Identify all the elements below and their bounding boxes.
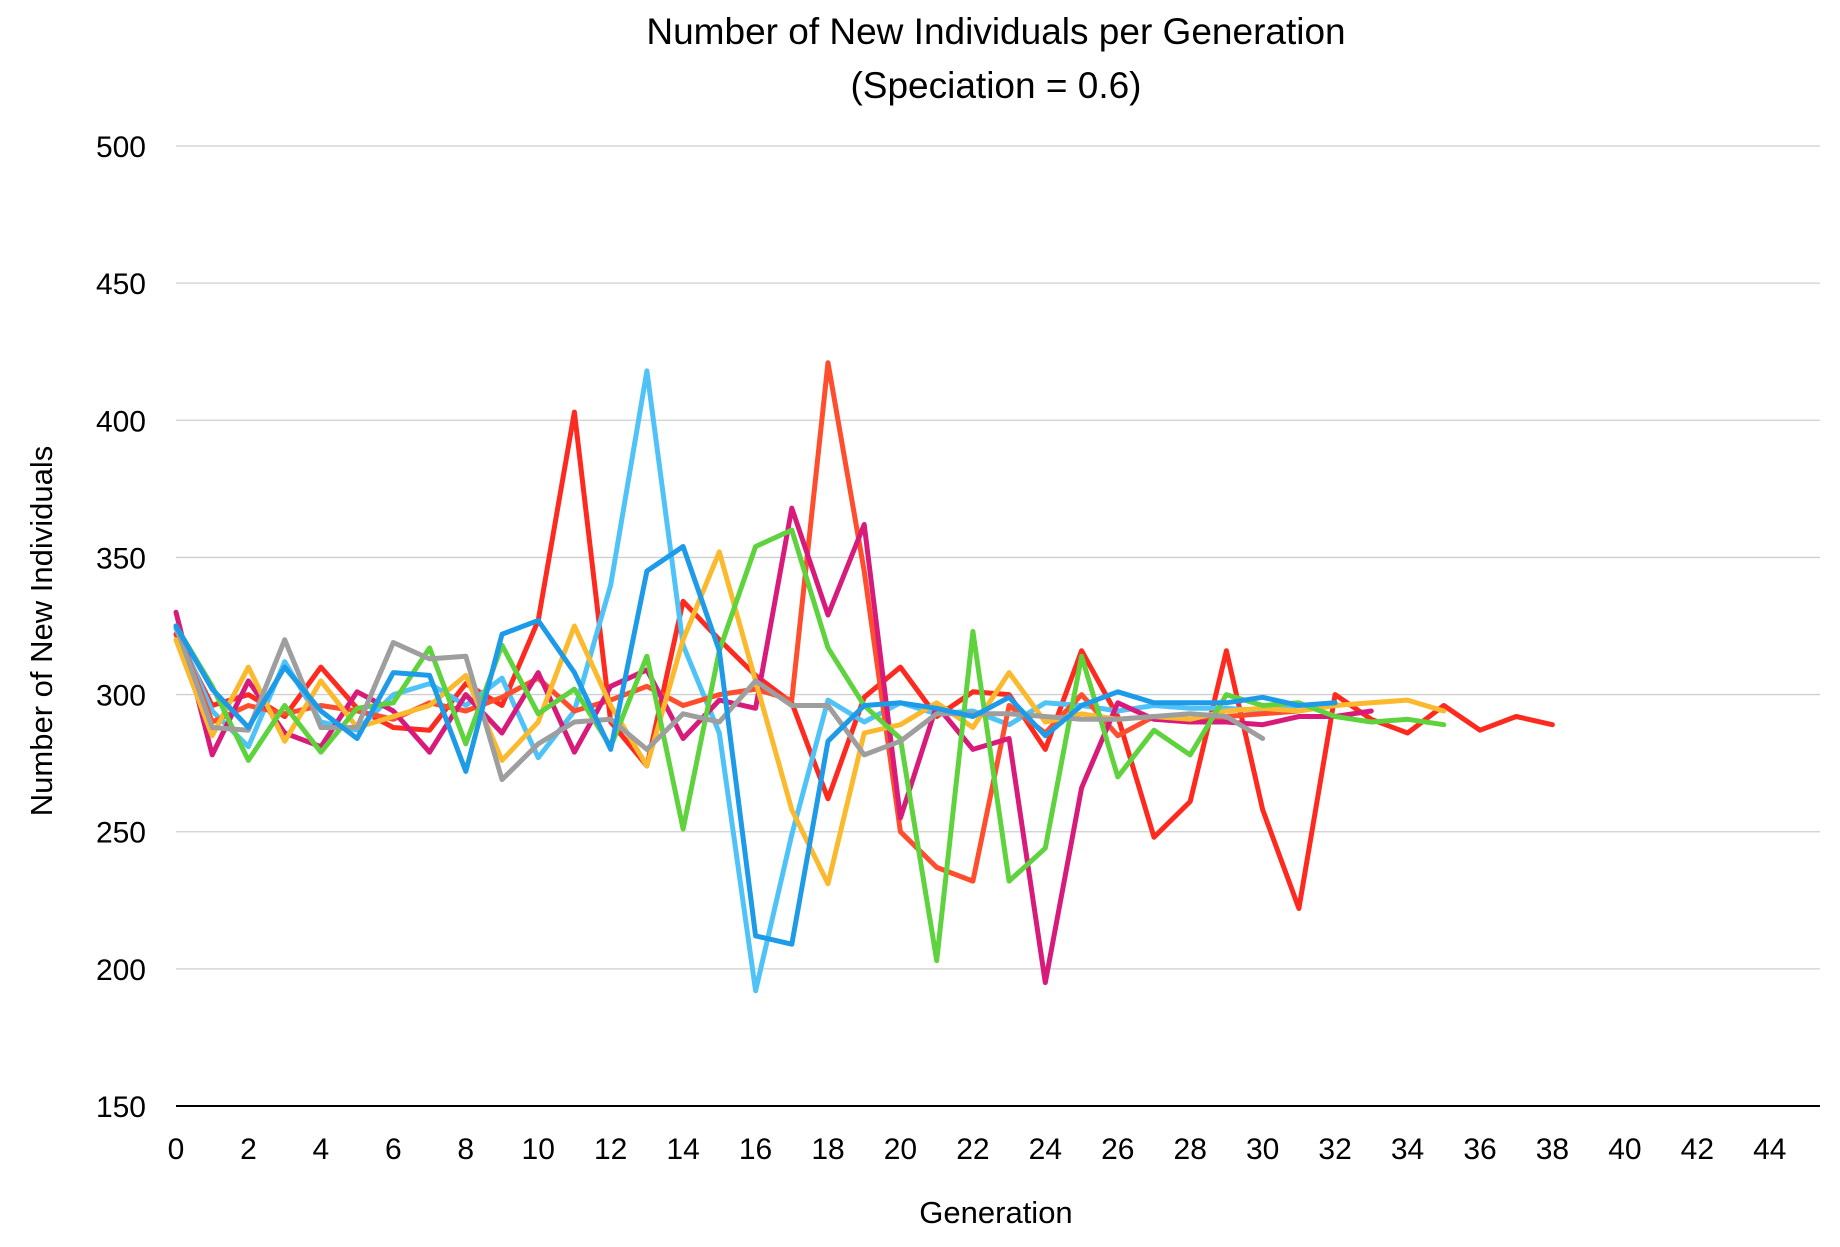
y-tick-label: 300 [96, 680, 146, 713]
x-tick-label: 8 [457, 1133, 474, 1166]
x-tick-label: 34 [1391, 1133, 1424, 1166]
x-axis-ticks: 0 2 4 6 8 10 12 14 16 18 20 22 24 26 28 30 32 34 36 38 40 42 4… [168, 1133, 1787, 1166]
x-tick-label: 44 [1753, 1133, 1786, 1166]
series-line-8 [173, 544, 1338, 947]
x-tick-label: 24 [1029, 1133, 1062, 1166]
x-tick-label: 38 [1536, 1133, 1569, 1166]
series-line-2 [173, 368, 1302, 994]
y-axis-label: Number of New Individuals [24, 446, 59, 816]
x-tick-label: 42 [1681, 1133, 1714, 1166]
y-tick-label: 350 [96, 542, 146, 575]
x-tick-label: 2 [240, 1133, 257, 1166]
x-tick-label: 18 [811, 1133, 844, 1166]
y-tick-label: 500 [96, 131, 146, 164]
x-tick-label: 12 [594, 1133, 627, 1166]
y-tick-label: 200 [96, 954, 146, 987]
x-tick-label: 36 [1463, 1133, 1496, 1166]
x-tick-label: 0 [168, 1133, 185, 1166]
x-tick-label: 40 [1608, 1133, 1641, 1166]
grid-lines [176, 145, 1820, 970]
y-axis-ticks: 150 200 250 300 350 400 450 500 [96, 131, 146, 1124]
series-line-1 [173, 409, 1555, 911]
y-tick-label: 150 [96, 1091, 146, 1124]
x-axis-label: Generation [919, 1195, 1072, 1230]
x-tick-label: 20 [884, 1133, 917, 1166]
chart-subtitle: (Speciation = 0.6) [850, 65, 1141, 106]
y-tick-label: 450 [96, 268, 146, 301]
x-tick-label: 14 [666, 1133, 699, 1166]
x-tick-label: 22 [956, 1133, 989, 1166]
series-line-6 [173, 527, 1447, 964]
x-tick-label: 30 [1246, 1133, 1279, 1166]
x-tick-label: 6 [385, 1133, 402, 1166]
y-tick-label: 250 [96, 817, 146, 850]
x-tick-label: 16 [739, 1133, 772, 1166]
x-tick-label: 26 [1101, 1133, 1134, 1166]
series-line-7 [173, 623, 1266, 783]
x-tick-label: 4 [313, 1133, 330, 1166]
x-tick-label: 32 [1318, 1133, 1351, 1166]
x-tick-label: 10 [522, 1133, 555, 1166]
series-lines [173, 360, 1555, 994]
chart-title: Number of New Individuals per Generation [646, 11, 1345, 52]
x-tick-label: 28 [1174, 1133, 1207, 1166]
y-tick-label: 400 [96, 405, 146, 438]
